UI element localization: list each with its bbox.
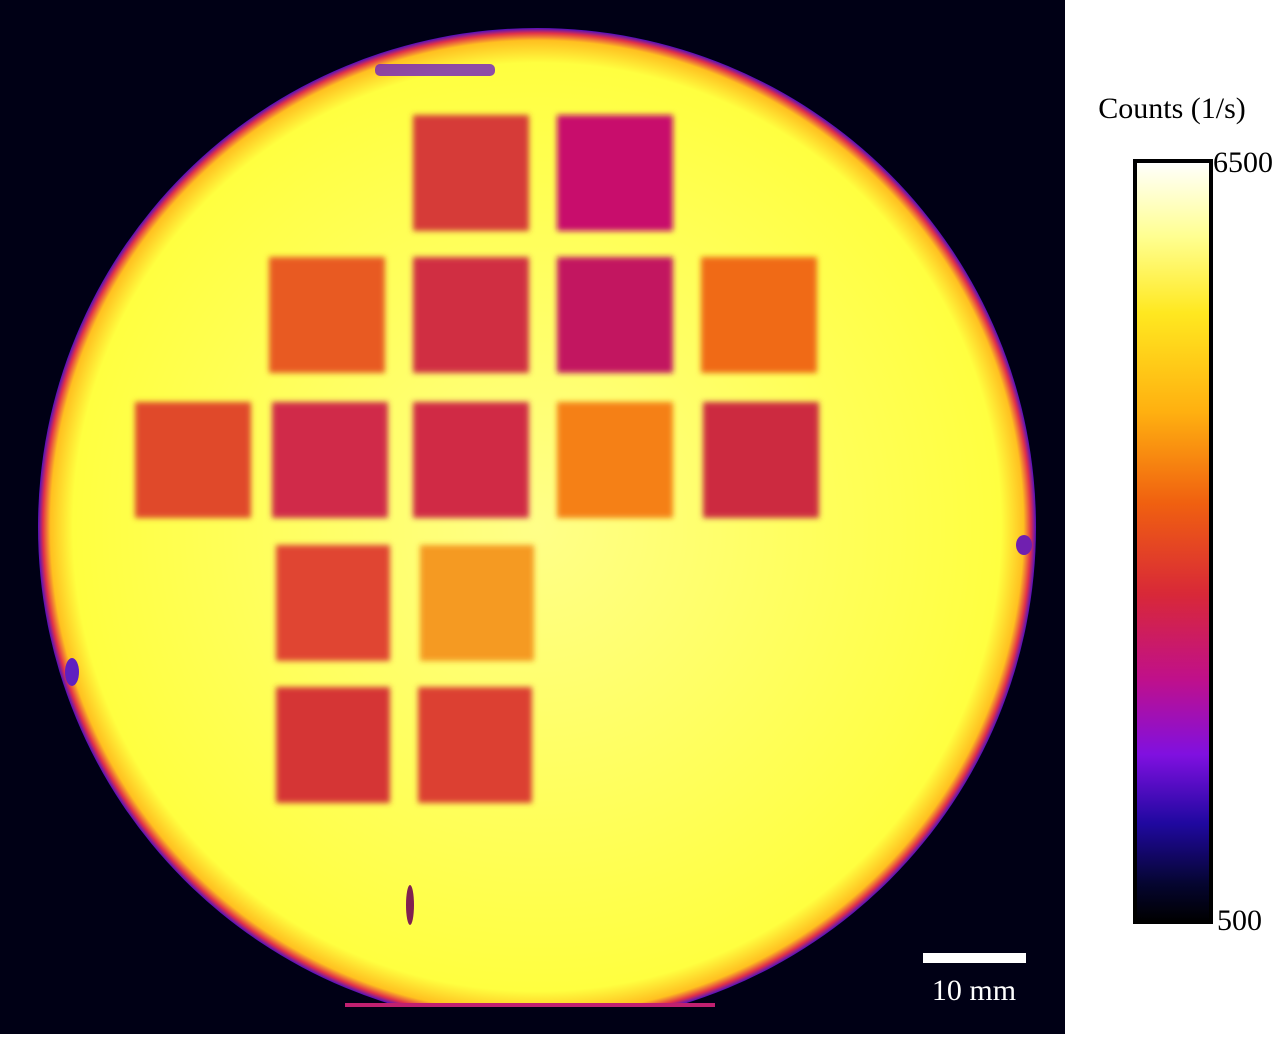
pad-array xyxy=(135,115,819,803)
defect xyxy=(1016,535,1032,555)
colorbar-min-label: 500 xyxy=(1217,904,1262,937)
pad xyxy=(135,402,251,518)
scale-bar xyxy=(923,953,1026,963)
wafer-disk xyxy=(38,28,1036,1006)
pad xyxy=(557,402,673,518)
colorbar-max-label: 6500 xyxy=(1213,146,1273,179)
defect xyxy=(65,658,79,686)
scale-bar-label: 10 mm xyxy=(932,974,1016,1007)
pad xyxy=(701,257,817,373)
pad xyxy=(413,257,529,373)
pad xyxy=(703,402,819,518)
colorbar xyxy=(1133,159,1213,924)
pad xyxy=(413,115,529,231)
pad xyxy=(557,257,673,373)
pad xyxy=(269,257,385,373)
wafer xyxy=(38,28,1036,1006)
colorbar-title: Counts (1/s) xyxy=(1098,92,1246,125)
pad xyxy=(557,115,673,231)
wafer-label-mark xyxy=(375,64,495,76)
pad xyxy=(272,402,388,518)
defect xyxy=(406,885,414,925)
pad xyxy=(418,687,532,803)
pad xyxy=(413,402,529,518)
pad xyxy=(276,545,390,661)
pad xyxy=(420,545,534,661)
pad xyxy=(276,687,390,803)
